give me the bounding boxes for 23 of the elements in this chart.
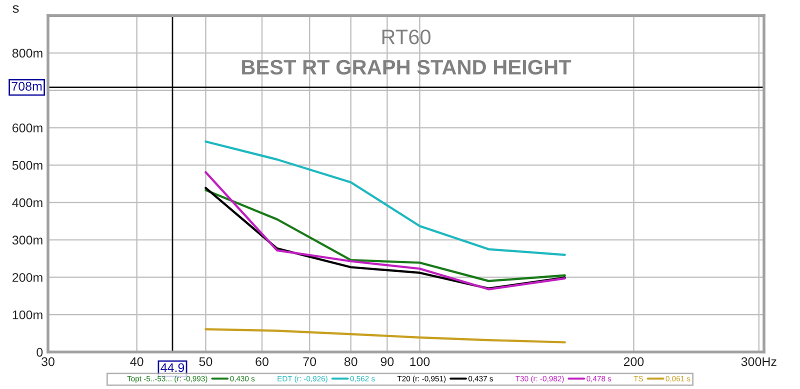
y-tick-label: 300m [12,236,42,245]
text: BEST RT GRAPH STAND HEIGHT [242,60,572,75]
y-tick-label: 0 [36,348,43,357]
x-tick-label: 60 [256,357,268,366]
y-tick-label: 800m [12,48,42,58]
y-tick-label: 600m [12,124,42,132]
x-tick-label: 300Hz [741,357,776,366]
ref-line-label: 708m [12,82,42,91]
y-tick-label: 400m [12,198,42,208]
x-tick-label: 80 [344,357,358,366]
x-tick-label: 100 [410,357,430,366]
x-tick-label: 50 [199,357,212,366]
y-tick-label: 500m [12,160,42,170]
x-tick-label: 40 [130,357,144,366]
x-tick-label: 70 [303,357,316,366]
text: RT60 [382,30,430,44]
y-tick-label: 100m [12,310,42,320]
y-tick-label: 200m [12,273,42,282]
x-tick-label: 90 [380,357,394,366]
x-tick-label: 30 [42,357,54,366]
x-tick-label: 200 [624,357,644,366]
y-axis-title: s [12,5,19,13]
ref-line-label: 44.9 [160,363,184,372]
